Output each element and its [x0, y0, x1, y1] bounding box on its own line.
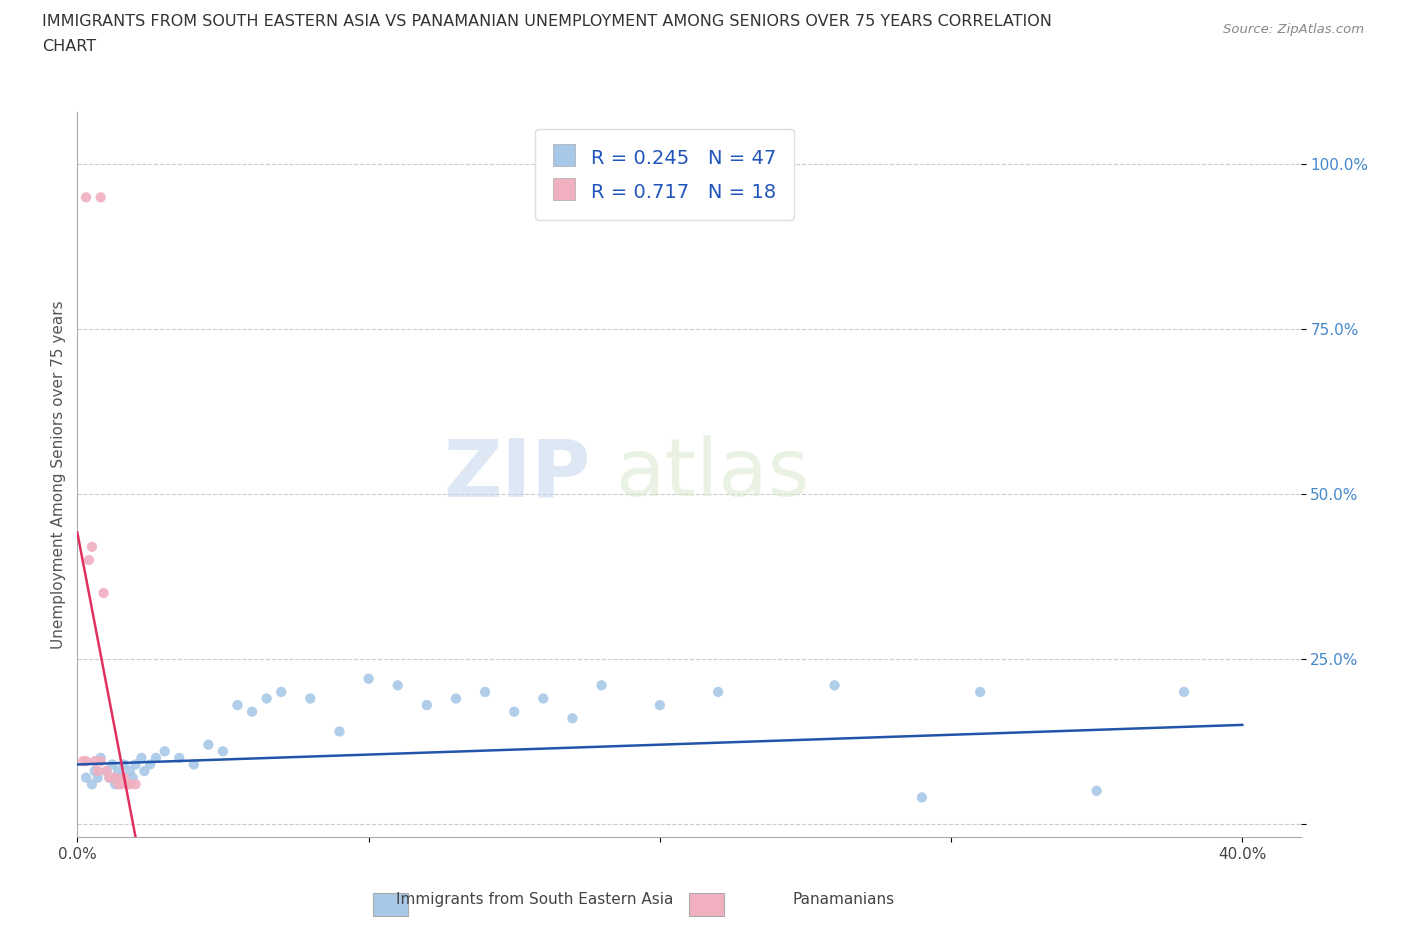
Point — [87, 770, 110, 785]
Point — [416, 698, 439, 712]
Point — [911, 790, 934, 804]
Point — [1085, 783, 1108, 798]
Point — [104, 770, 127, 785]
Point — [240, 704, 263, 719]
Point — [183, 757, 205, 772]
Point — [80, 777, 103, 791]
Point — [96, 764, 118, 778]
Point — [118, 764, 141, 778]
Point — [101, 757, 124, 772]
Point — [121, 770, 143, 785]
Text: atlas: atlas — [616, 435, 810, 513]
Point — [707, 684, 730, 699]
Y-axis label: Unemployment Among Seniors over 75 years: Unemployment Among Seniors over 75 years — [51, 300, 66, 648]
Text: IMMIGRANTS FROM SOUTH EASTERN ASIA VS PANAMANIAN UNEMPLOYMENT AMONG SENIORS OVER: IMMIGRANTS FROM SOUTH EASTERN ASIA VS PA… — [42, 14, 1052, 29]
Text: Panamanians: Panamanians — [793, 892, 894, 907]
Point — [87, 764, 110, 778]
Point — [110, 770, 132, 785]
Point — [124, 757, 146, 772]
Point — [115, 777, 138, 791]
Point — [134, 764, 156, 778]
Point — [212, 744, 235, 759]
Point — [969, 684, 991, 699]
Point — [226, 698, 249, 712]
Point — [270, 684, 292, 699]
Point — [444, 691, 467, 706]
Point — [131, 751, 153, 765]
Point — [107, 764, 129, 778]
Point — [531, 691, 554, 706]
Point — [1173, 684, 1195, 699]
Point — [104, 777, 127, 791]
Point — [107, 777, 129, 791]
Point — [169, 751, 191, 765]
Point — [124, 777, 146, 791]
Point — [77, 552, 100, 567]
Point — [299, 691, 322, 706]
Point — [197, 737, 219, 752]
Point — [96, 764, 118, 778]
Point — [591, 678, 613, 693]
Point — [83, 764, 105, 778]
Text: CHART: CHART — [42, 39, 96, 54]
Point — [112, 757, 135, 772]
Point — [387, 678, 409, 693]
Point — [75, 770, 97, 785]
Point — [474, 684, 496, 699]
Point — [139, 757, 162, 772]
Legend: R = 0.245   N = 47, R = 0.717   N = 18: R = 0.245 N = 47, R = 0.717 N = 18 — [534, 128, 794, 220]
Point — [93, 586, 115, 601]
Point — [256, 691, 278, 706]
Text: ZIP: ZIP — [444, 435, 591, 513]
Point — [115, 777, 138, 791]
Point — [80, 539, 103, 554]
Point — [75, 753, 97, 768]
Point — [83, 753, 105, 768]
Point — [72, 753, 94, 768]
Point — [101, 770, 124, 785]
Point — [145, 751, 167, 765]
Point — [328, 724, 350, 739]
Point — [357, 671, 380, 686]
Point — [98, 770, 121, 785]
Point — [648, 698, 671, 712]
Text: Source: ZipAtlas.com: Source: ZipAtlas.com — [1223, 23, 1364, 36]
Point — [824, 678, 846, 693]
Point — [98, 770, 121, 785]
Point — [75, 190, 97, 205]
Point — [110, 777, 132, 791]
Point — [118, 777, 141, 791]
Point — [112, 770, 135, 785]
Point — [561, 711, 583, 725]
Point — [90, 753, 112, 768]
Point — [90, 190, 112, 205]
Point — [153, 744, 176, 759]
Text: Immigrants from South Eastern Asia: Immigrants from South Eastern Asia — [395, 892, 673, 907]
Point — [90, 751, 112, 765]
Point — [503, 704, 526, 719]
